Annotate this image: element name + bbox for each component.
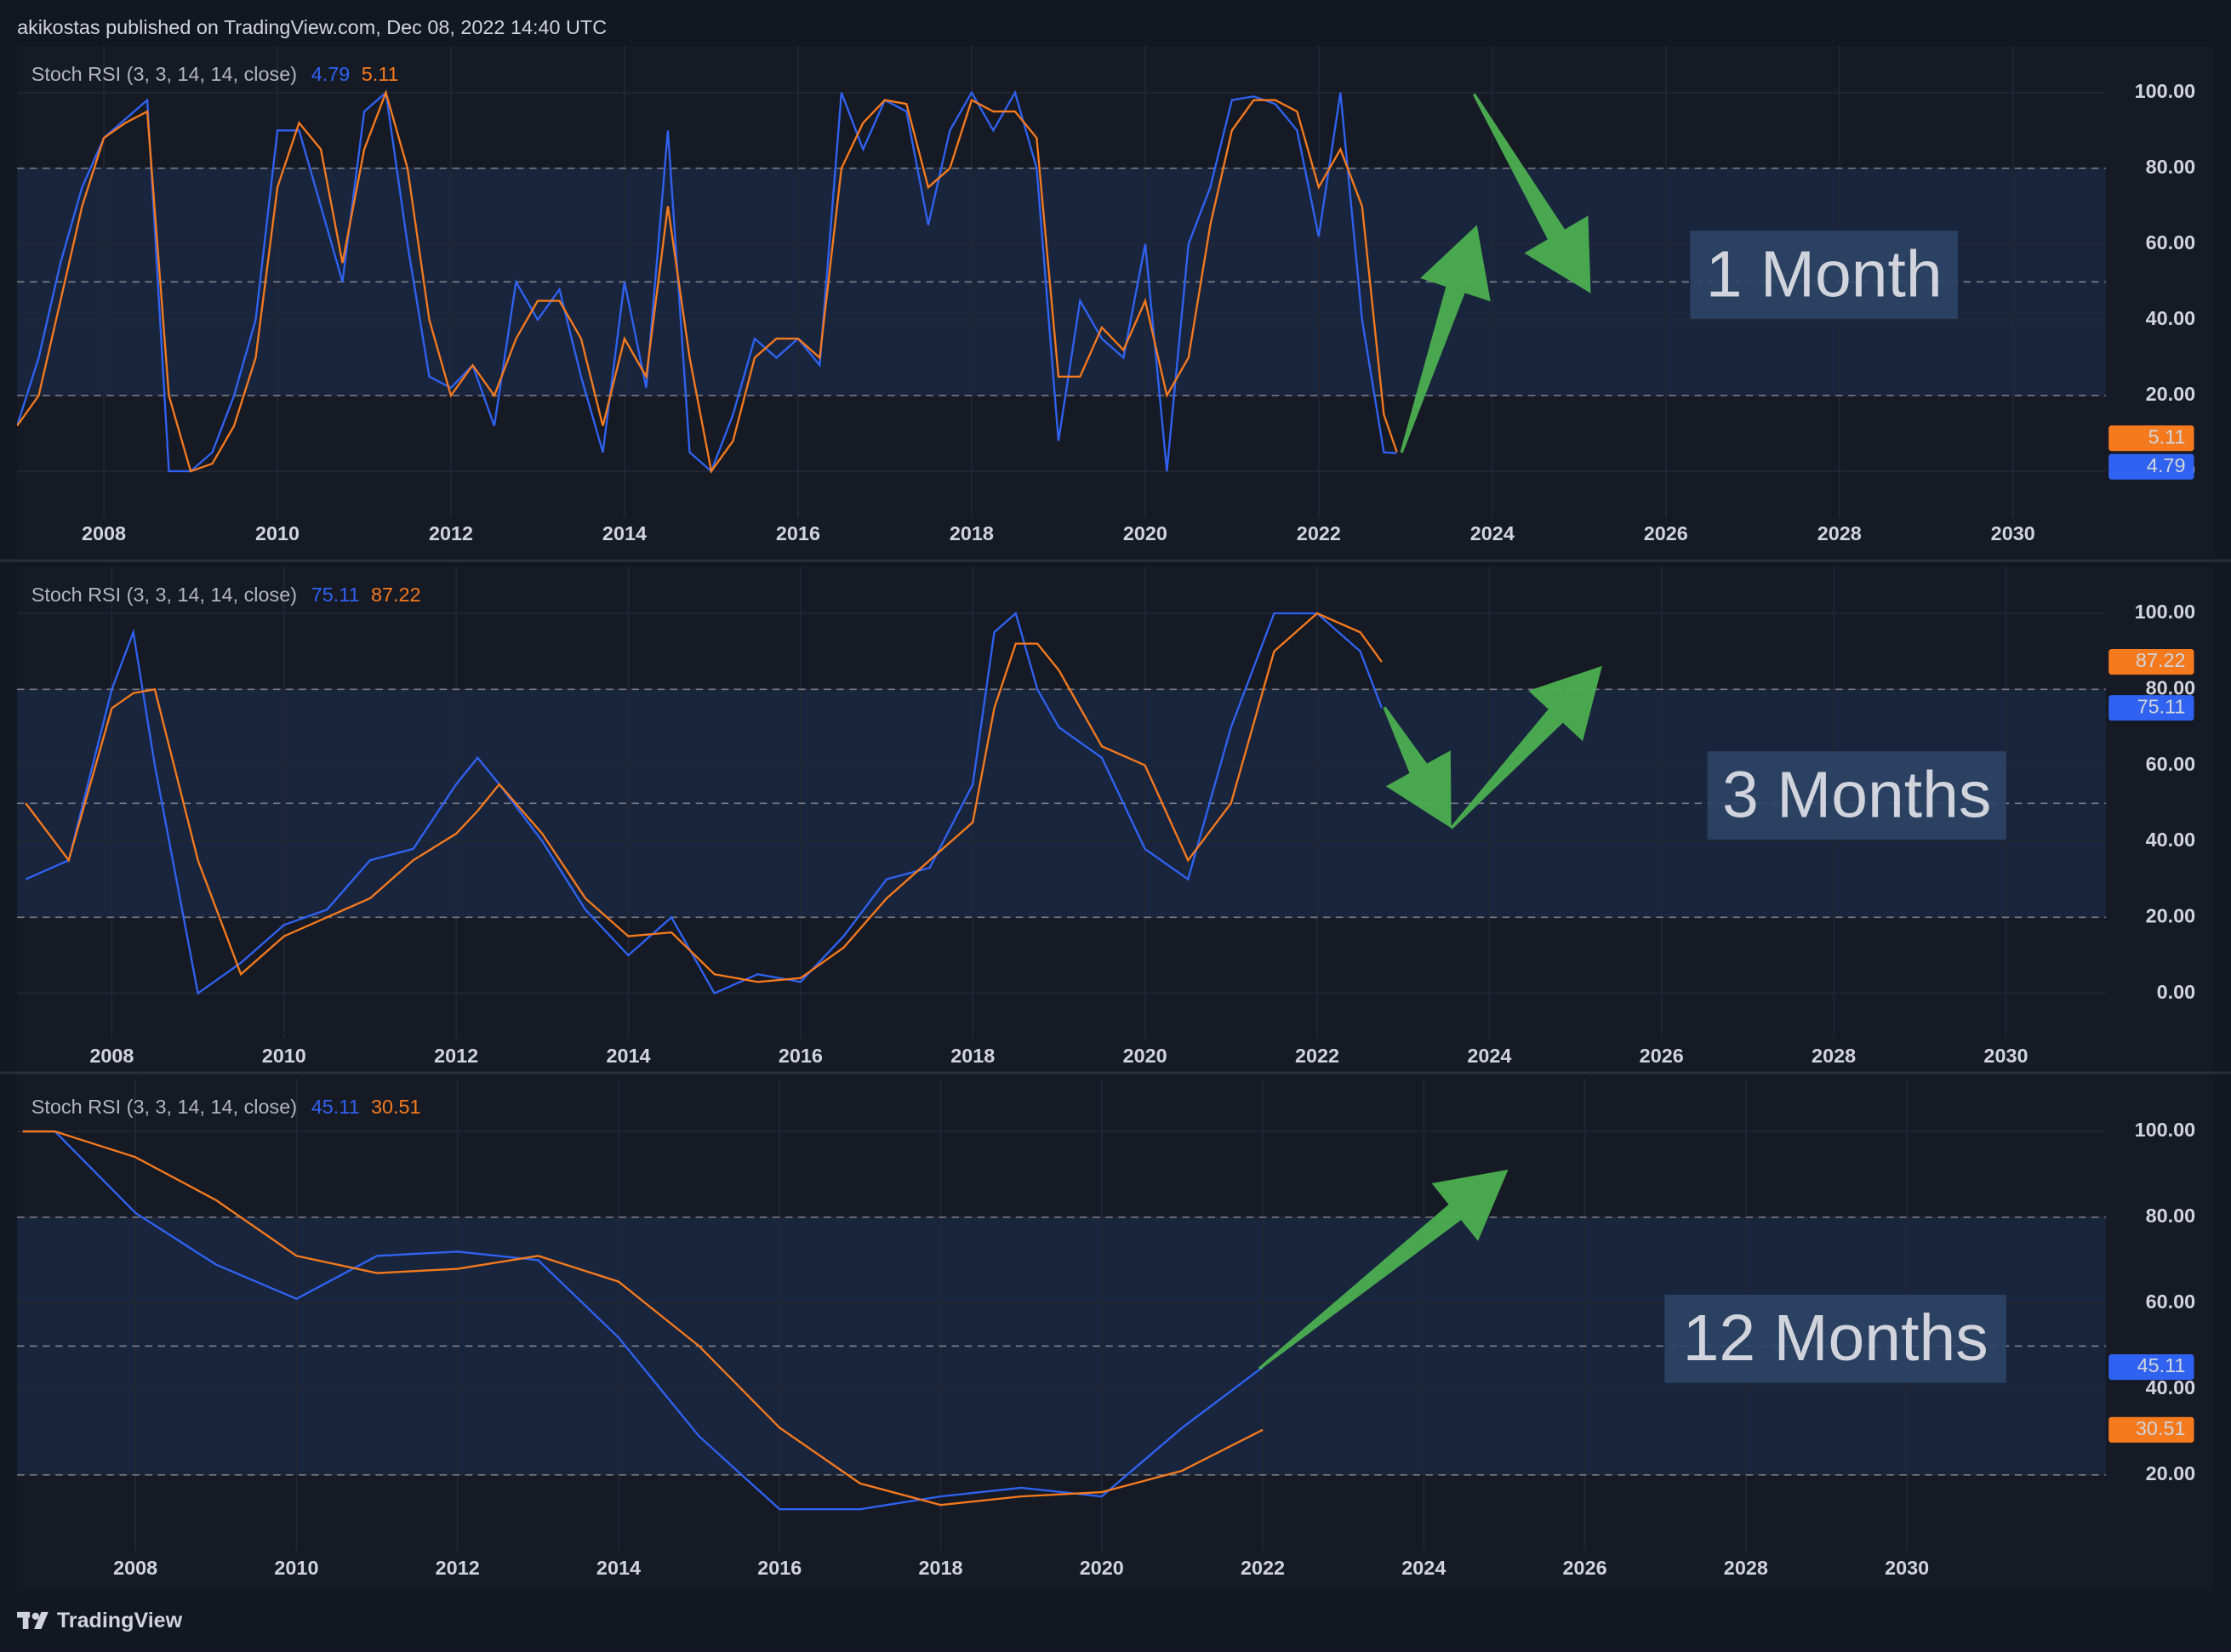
y-tick-label: 40.00 (2146, 1376, 2196, 1399)
series-line (25, 612, 1383, 983)
x-tick-label: 2016 (757, 1557, 802, 1579)
x-tick-label: 2030 (1991, 522, 2035, 544)
legend-value: 4.79 (311, 63, 351, 85)
x-tick-label: 2018 (950, 522, 994, 544)
y-tick-label: 80.00 (2146, 1205, 2196, 1227)
arrow (1258, 1169, 1509, 1370)
x-tick-label: 2012 (436, 1557, 480, 1579)
y-tick-label: 100.00 (2135, 601, 2196, 623)
x-tick-label: 2028 (1724, 1557, 1768, 1579)
annotation-box (1664, 1294, 2006, 1383)
series-line (17, 89, 1398, 474)
x-tick-label: 2022 (1241, 1557, 1285, 1579)
x-tick-label: 2026 (1644, 522, 1688, 544)
y-tick-label: 80.00 (2146, 156, 2196, 178)
footer-brand: TradingView (57, 1609, 183, 1632)
x-tick-label: 2024 (1467, 1045, 1511, 1067)
x-tick-label: 2010 (274, 1557, 318, 1579)
arrow (1383, 706, 1452, 829)
x-tick-label: 2024 (1401, 1557, 1446, 1579)
series-line (22, 1130, 1264, 1511)
price-tag-label: 4.79 (2147, 454, 2186, 476)
legend-value: 5.11 (362, 63, 399, 85)
x-tick-label: 2018 (950, 1045, 995, 1067)
header-text: akikostas published on TradingView.com, … (17, 16, 607, 38)
x-tick-label: 2016 (779, 1045, 823, 1067)
price-tag-label: 45.11 (2137, 1354, 2186, 1376)
x-tick-label: 2030 (1885, 1557, 1929, 1579)
x-tick-label: 2020 (1123, 522, 1167, 544)
x-tick-label: 2016 (776, 522, 820, 544)
price-tag-label: 30.51 (2136, 1417, 2186, 1439)
y-tick-label: 60.00 (2146, 1290, 2196, 1313)
series-line (22, 1130, 1264, 1507)
legend: Stoch RSI (3, 3, 14, 14, close) 45.11 30.5… (31, 1096, 421, 1118)
x-tick-label: 2018 (918, 1557, 962, 1579)
x-tick-label: 2022 (1295, 1045, 1339, 1067)
x-tick-label: 2008 (113, 1557, 157, 1579)
price-tag (2108, 425, 2194, 452)
price-tag (2108, 1416, 2194, 1443)
chart-panel: 2008 2010 2012 2014 2016 2018 2020 2022 2024 2026… (0, 559, 2231, 1079)
x-tick-label: 2014 (606, 1045, 650, 1067)
y-tick-label: 0.00 (2157, 981, 2196, 1003)
x-tick-label: 2012 (429, 522, 473, 544)
x-tick-label: 2030 (1983, 1045, 2028, 1067)
price-tag-label: 5.11 (2148, 425, 2186, 447)
annotation-box (1690, 231, 1958, 319)
x-tick-label: 2008 (82, 522, 126, 544)
x-tick-label: 2014 (602, 522, 647, 544)
price-tag (2108, 453, 2194, 480)
y-tick-label: 40.00 (2146, 829, 2196, 851)
x-tick-label: 2010 (262, 1045, 306, 1067)
legend-value: 30.51 (371, 1096, 421, 1118)
chart-panel: 2008 2010 2012 2014 2016 2018 2020 2022 2024 2026… (0, 1071, 2231, 1591)
x-tick-label: 2026 (1563, 1557, 1607, 1579)
x-tick-label: 2020 (1080, 1557, 1124, 1579)
legend-title: Stoch RSI (3, 3, 14, 14, close) (31, 584, 297, 606)
legend-title: Stoch RSI (3, 3, 14, 14, close) (31, 63, 297, 85)
annotation: 3 Months (1722, 758, 1991, 831)
x-tick-label: 2028 (1817, 522, 1862, 544)
y-tick-label: 100.00 (2135, 80, 2196, 102)
x-tick-label: 2020 (1123, 1045, 1167, 1067)
y-tick-label: 20.00 (2146, 1462, 2196, 1484)
y-tick-label: 60.00 (2146, 231, 2196, 253)
y-tick-label: 100.00 (2135, 1119, 2196, 1141)
y-tick-label: 20.00 (2146, 383, 2196, 405)
y-tick-label: 20.00 (2146, 904, 2196, 926)
legend: Stoch RSI (3, 3, 14, 14, close) 75.11 87.2… (31, 584, 421, 606)
annotation: 12 Months (1683, 1302, 1988, 1375)
price-tag (2108, 1354, 2194, 1381)
price-tag-label: 87.22 (2136, 649, 2186, 671)
legend-value: 45.11 (311, 1096, 360, 1118)
x-tick-label: 2022 (1297, 522, 1341, 544)
x-tick-label: 2026 (1640, 1045, 1684, 1067)
x-tick-label: 2024 (1470, 522, 1515, 544)
x-tick-label: 2010 (255, 522, 300, 544)
x-tick-label: 2008 (89, 1045, 134, 1067)
legend: Stoch RSI (3, 3, 14, 14, close) 4.79 5.11 (31, 63, 399, 85)
arrow (1400, 225, 1491, 453)
series-line (25, 611, 1383, 995)
tradingview-logo (17, 1611, 48, 1629)
legend-value: 75.11 (311, 584, 360, 606)
arrow (1472, 93, 1591, 293)
x-tick-label: 2014 (596, 1557, 641, 1579)
x-tick-label: 2028 (1812, 1045, 1856, 1067)
x-tick-label: 2012 (434, 1045, 478, 1067)
y-tick-label: 40.00 (2146, 307, 2196, 329)
y-tick-label: 60.00 (2146, 753, 2196, 775)
annotation: 1 Month (1706, 237, 1943, 310)
price-tag (2108, 648, 2194, 675)
chart-panel: 2008 2010 2012 2014 2016 2018 2020 2022 2024 2026… (17, 45, 2214, 558)
legend-value: 87.22 (371, 584, 421, 606)
legend-title: Stoch RSI (3, 3, 14, 14, close) (31, 1096, 297, 1118)
price-tag-label: 75.11 (2137, 695, 2186, 717)
arrow (1450, 665, 1602, 829)
price-tag (2108, 695, 2194, 721)
annotation-box (1707, 751, 2006, 840)
